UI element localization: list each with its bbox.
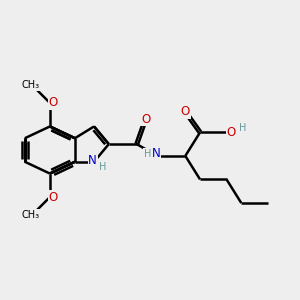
Text: N: N bbox=[152, 147, 160, 160]
Text: H: H bbox=[144, 148, 151, 158]
Text: O: O bbox=[48, 96, 58, 110]
Text: O: O bbox=[48, 190, 58, 204]
Text: CH₃: CH₃ bbox=[22, 80, 40, 90]
Text: N: N bbox=[88, 154, 97, 167]
Text: H: H bbox=[239, 123, 246, 133]
Text: O: O bbox=[226, 126, 236, 139]
Text: H: H bbox=[99, 162, 106, 172]
Text: O: O bbox=[181, 105, 190, 118]
Text: CH₃: CH₃ bbox=[22, 210, 40, 220]
Text: O: O bbox=[141, 112, 150, 126]
